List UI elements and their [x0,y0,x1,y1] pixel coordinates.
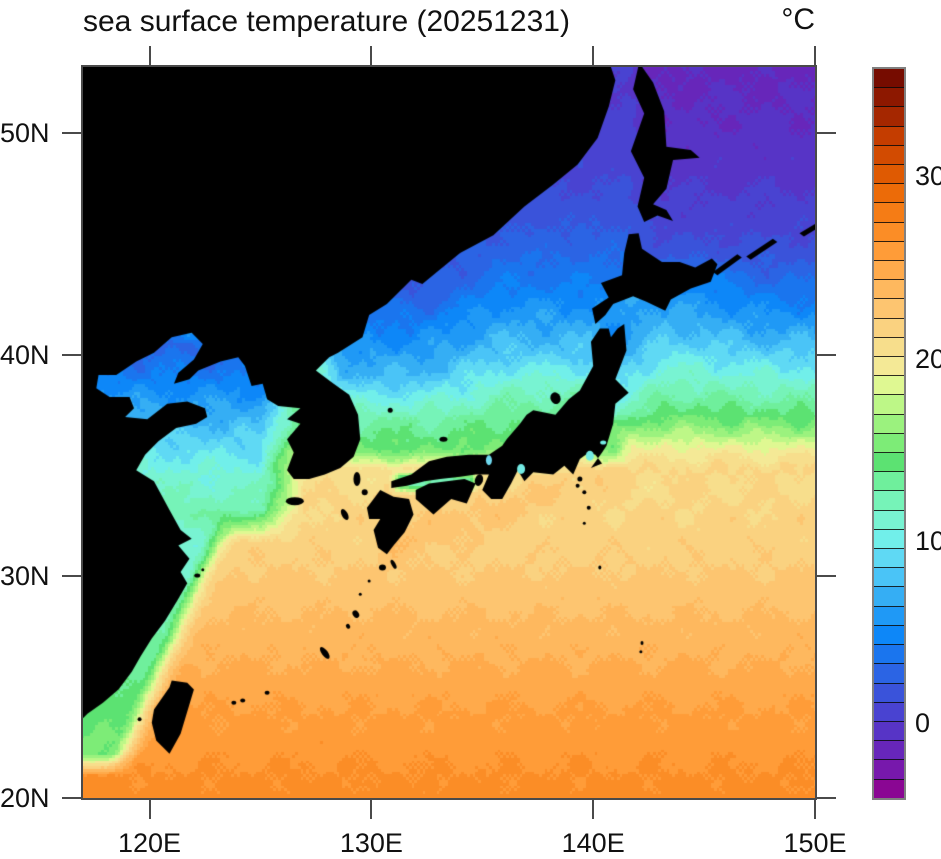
lon-tick-label: 150E [783,828,847,858]
colorbar-cell [874,453,904,473]
lat-tick-label: 20N [0,783,50,813]
lon-tick-mark-top [814,46,816,65]
lat-tick-label: 30N [0,561,50,592]
colorbar-cell [874,395,904,415]
lon-tick-label: 130E [339,828,403,858]
colorbar-cell [874,414,904,434]
colorbar [872,67,906,800]
lon-tick-mark-bottom [592,800,595,819]
colorbar-cell [874,261,904,281]
lat-tick-mark-right [817,797,836,799]
colorbar-cell [874,69,904,89]
sst-map-canvas [83,67,815,798]
colorbar-cell [874,222,904,242]
colorbar-cell [874,184,904,204]
colorbar-cell [874,318,904,338]
colorbar-cell [874,145,904,166]
colorbar-cell [874,741,904,761]
colorbar-tick-label: 30 [915,161,941,192]
colorbar-cell [874,510,904,530]
lon-tick-label: 120E [118,828,182,858]
lon-tick-mark-bottom [148,800,151,819]
lat-tick-mark-right [817,353,836,356]
colorbar-cell [874,299,904,319]
colorbar-tick-label: 0 [915,708,931,739]
colorbar-cell [874,779,904,798]
lon-tick-mark-bottom [814,800,816,819]
lat-tick-mark-left [62,132,81,135]
colorbar-cell [874,529,904,550]
colorbar-cell [874,107,904,127]
units-label: °C [781,3,815,36]
colorbar-cell [874,357,904,377]
colorbar-tick-label: 20 [915,343,941,374]
lat-tick-mark-left [62,797,81,799]
colorbar-cell [874,88,904,108]
colorbar-cell [874,126,904,146]
lat-tick-mark-left [62,575,81,578]
colorbar-cell [874,280,904,300]
lon-tick-mark-top [592,46,595,65]
colorbar-cell [874,721,904,742]
colorbar-cell [874,241,904,262]
lon-tick-mark-top [370,46,373,65]
colorbar-cell [874,683,904,703]
lat-tick-mark-left [62,353,81,356]
colorbar-cell [874,549,904,569]
lat-tick-mark-right [817,132,836,135]
lon-tick-mark-bottom [370,800,373,819]
colorbar-cell [874,337,904,358]
colorbar-cell [874,165,904,185]
colorbar-cell [874,587,904,607]
colorbar-cell [874,760,904,780]
colorbar-cell [874,203,904,223]
colorbar-cell [874,472,904,492]
colorbar-cell [874,702,904,722]
colorbar-tick-label: 10 [915,525,941,556]
lon-tick-mark-top [148,46,151,65]
lat-tick-mark-right [817,575,836,578]
colorbar-cell [874,491,904,511]
colorbar-cell [874,625,904,646]
lon-tick-label: 140E [561,828,625,858]
colorbar-cell [874,645,904,665]
colorbar-cell [874,664,904,684]
colorbar-cell [874,433,904,454]
lat-tick-label: 50N [0,118,50,149]
lat-tick-label: 40N [0,339,50,370]
chart-title: sea surface temperature (20251231) [83,5,570,38]
colorbar-cell [874,376,904,396]
map-plot-area [81,65,817,800]
colorbar-cell [874,568,904,588]
colorbar-cell [874,606,904,626]
